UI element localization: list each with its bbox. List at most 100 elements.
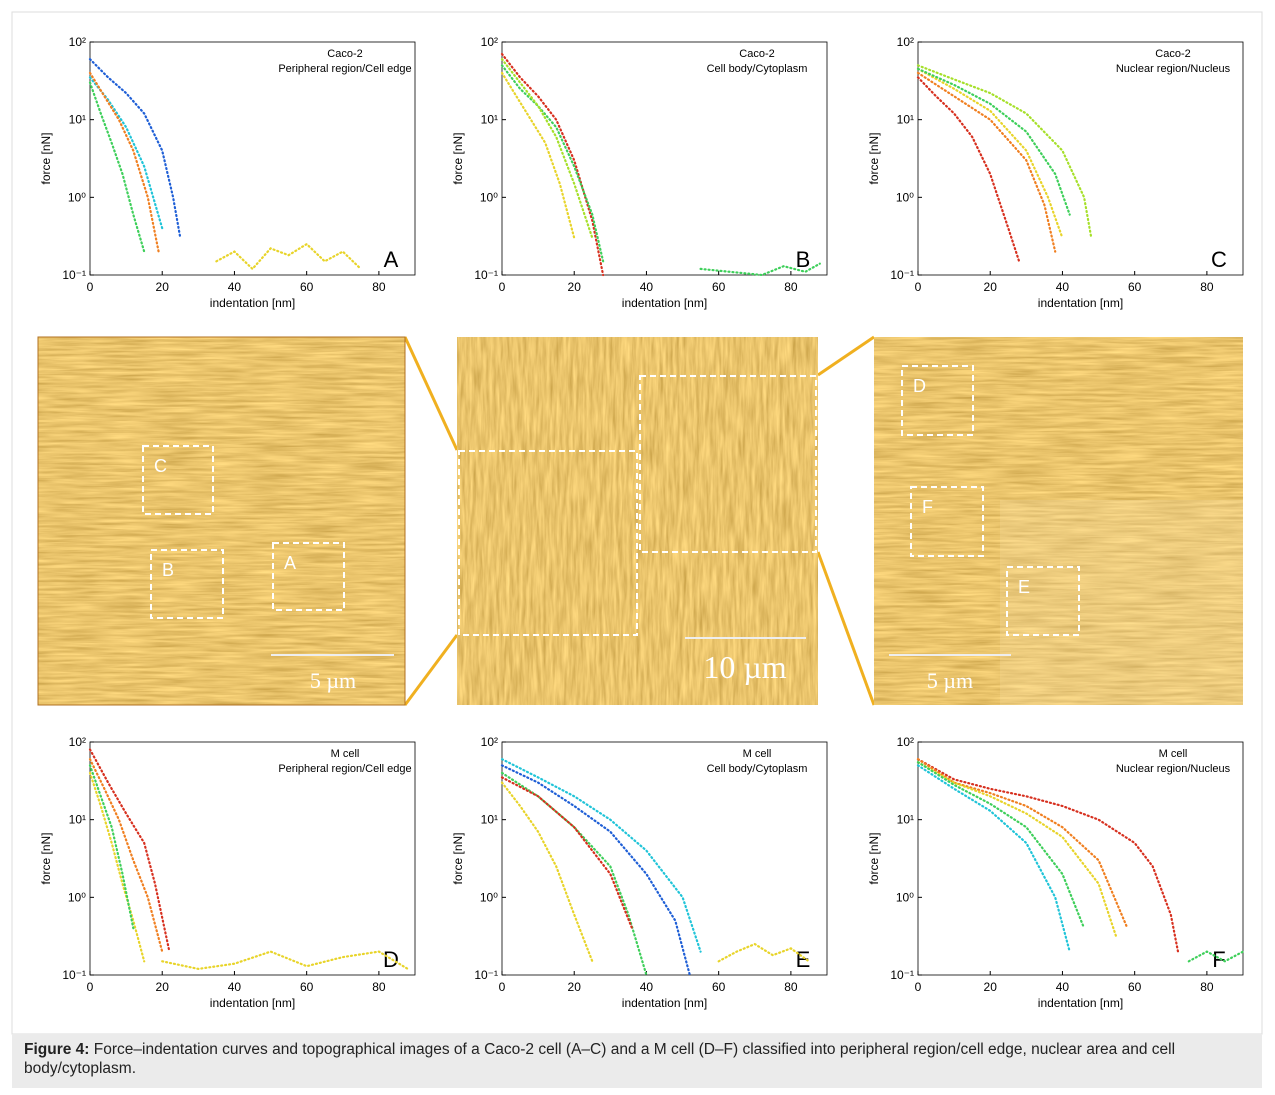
scale-label: 10 µm — [703, 649, 786, 685]
chart-title: M cell — [331, 748, 360, 760]
x-tick-label: 40 — [228, 980, 242, 994]
region-label: C — [154, 456, 167, 476]
y-tick-label: 10⁰ — [68, 890, 86, 904]
afm-texture — [38, 337, 405, 705]
x-axis-label: indentation [nm] — [210, 996, 295, 1010]
y-tick-label: 10¹ — [897, 813, 914, 827]
x-tick-label: 0 — [499, 980, 506, 994]
x-axis-label: indentation [nm] — [622, 296, 707, 310]
data-curve — [90, 759, 162, 951]
x-tick-label: 20 — [984, 980, 998, 994]
chart-title: M cell — [1159, 748, 1188, 760]
plot-frame — [502, 742, 827, 975]
y-tick-label: 10¹ — [69, 813, 86, 827]
x-tick-label: 60 — [712, 980, 726, 994]
chart-title: Peripheral region/Cell edge — [278, 763, 411, 775]
y-tick-label: 10² — [897, 735, 914, 749]
y-axis-label: force [nN] — [867, 132, 881, 184]
panel-letter: C — [1211, 247, 1227, 272]
y-axis-label: force [nN] — [451, 132, 465, 184]
x-tick-label: 40 — [1056, 980, 1070, 994]
afm-image: D F E 5 µm — [874, 337, 1243, 705]
x-tick-label: 60 — [300, 980, 314, 994]
y-tick-label: 10⁰ — [896, 890, 914, 904]
y-tick-label: 10⁰ — [68, 190, 86, 204]
x-tick-label: 80 — [784, 280, 798, 294]
x-tick-label: 80 — [372, 980, 386, 994]
y-tick-label: 10⁻¹ — [62, 268, 86, 282]
panel-letter: D — [383, 947, 399, 972]
x-axis-label: indentation [nm] — [210, 296, 295, 310]
data-curve — [90, 73, 159, 252]
figure: C B A 5 µm 10 µm D F E 5 µm 0 20 40 60 80 10⁻… — [0, 0, 1275, 1095]
x-tick-label: 60 — [1128, 980, 1142, 994]
nucleus-shade — [1000, 500, 1243, 705]
y-tick-label: 10⁻¹ — [62, 968, 86, 982]
caption-text: Force–indentation curves and topographic… — [24, 1041, 1175, 1077]
data-curve — [216, 244, 360, 269]
data-curve — [502, 773, 646, 975]
x-tick-label: 0 — [915, 980, 922, 994]
y-tick-label: 10² — [69, 735, 86, 749]
x-tick-label: 40 — [640, 980, 654, 994]
x-tick-label: 0 — [87, 980, 94, 994]
plot-frame — [918, 742, 1243, 975]
y-tick-label: 10⁻¹ — [474, 268, 498, 282]
panel-letter: B — [796, 247, 811, 272]
chart-title: Cell body/Cytoplasm — [707, 763, 808, 775]
region-label: A — [284, 553, 296, 573]
chart-title: Peripheral region/Cell edge — [278, 63, 411, 75]
data-curve — [918, 762, 1084, 928]
plot-frame — [90, 742, 415, 975]
data-curve — [918, 73, 1055, 252]
y-tick-label: 10⁰ — [896, 190, 914, 204]
data-curve — [90, 77, 162, 228]
chart-title: Nuclear region/Nucleus — [1116, 63, 1231, 75]
y-axis-label: force [nN] — [39, 832, 53, 884]
x-axis-label: indentation [nm] — [1038, 996, 1123, 1010]
x-tick-label: 60 — [1128, 280, 1142, 294]
chart-title: Cell body/Cytoplasm — [707, 63, 808, 75]
caption: Figure 4: Force–indentation curves and t… — [12, 1034, 1262, 1088]
x-tick-label: 20 — [984, 280, 998, 294]
x-tick-label: 0 — [499, 280, 506, 294]
data-curve — [918, 762, 1117, 938]
caption-label: Figure 4: — [24, 1041, 89, 1058]
y-tick-label: 10¹ — [481, 113, 498, 127]
chart-title: Caco-2 — [327, 48, 362, 60]
x-tick-label: 80 — [1200, 980, 1214, 994]
y-tick-label: 10⁻¹ — [890, 968, 914, 982]
y-axis-label: force [nN] — [867, 832, 881, 884]
region-label: F — [922, 497, 933, 517]
panel-letter: A — [384, 247, 399, 272]
y-tick-label: 10² — [481, 735, 498, 749]
plot-frame — [502, 42, 827, 275]
x-tick-label: 40 — [1056, 280, 1070, 294]
zoom-line — [818, 552, 874, 705]
x-axis-label: indentation [nm] — [1038, 296, 1123, 310]
y-tick-label: 10⁰ — [480, 190, 498, 204]
chart-title: M cell — [743, 748, 772, 760]
y-tick-label: 10⁻¹ — [474, 968, 498, 982]
x-tick-label: 60 — [712, 280, 726, 294]
chart-title: Caco-2 — [739, 48, 774, 60]
panel-letter: F — [1212, 947, 1225, 972]
y-tick-label: 10¹ — [481, 813, 498, 827]
x-tick-label: 80 — [1200, 280, 1214, 294]
x-tick-label: 20 — [568, 980, 582, 994]
x-tick-label: 40 — [640, 280, 654, 294]
y-tick-label: 10² — [69, 35, 86, 49]
region-label: D — [913, 376, 926, 396]
zoom-line — [818, 337, 874, 375]
y-tick-label: 10² — [897, 35, 914, 49]
region-label: B — [162, 560, 174, 580]
y-tick-label: 10⁻¹ — [890, 268, 914, 282]
plot-frame — [918, 42, 1243, 275]
x-tick-label: 80 — [784, 980, 798, 994]
y-tick-label: 10² — [481, 35, 498, 49]
x-tick-label: 0 — [915, 280, 922, 294]
x-tick-label: 20 — [156, 980, 170, 994]
data-curve — [90, 83, 144, 252]
y-axis-label: force [nN] — [39, 132, 53, 184]
scale-label: 5 µm — [310, 668, 356, 693]
